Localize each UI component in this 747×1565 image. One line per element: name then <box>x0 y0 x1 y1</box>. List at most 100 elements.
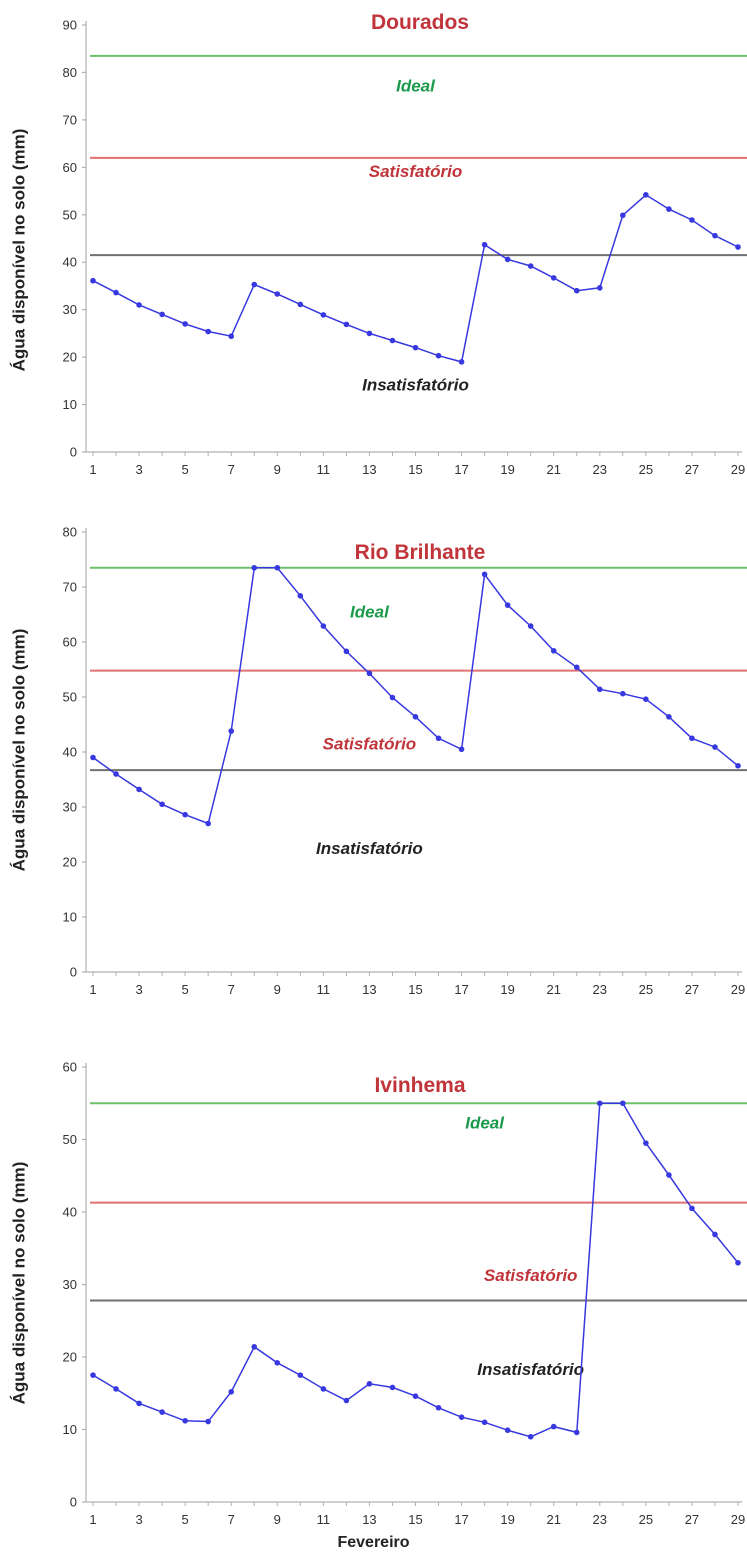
data-point <box>712 1231 718 1238</box>
x-tick-label: 23 <box>593 982 607 995</box>
y-tick-label: 20 <box>63 855 77 870</box>
x-tick-label: 29 <box>731 462 745 475</box>
y-tick-label: 50 <box>63 690 77 705</box>
x-tick-label: 1 <box>89 462 96 475</box>
x-tick-label: 3 <box>135 982 142 995</box>
x-tick-label: 21 <box>546 462 560 475</box>
x-tick-label: 7 <box>228 982 235 995</box>
data-point <box>320 623 327 629</box>
x-tick-label: 29 <box>731 1512 745 1527</box>
y-axis-label: Água disponível no solo (mm) <box>4 530 34 970</box>
y-tick-label: 70 <box>63 580 77 595</box>
y-tick-label: 0 <box>70 445 77 460</box>
data-point <box>689 735 695 742</box>
x-tick-label: 11 <box>317 1512 331 1527</box>
y-axis-label: Água disponível no solo (mm) <box>4 30 34 470</box>
data-point <box>481 571 488 578</box>
x-tick-label: 13 <box>362 982 376 995</box>
x-tick-label: 5 <box>182 982 189 995</box>
y-axis-label-text: Água disponível no solo (mm) <box>9 128 29 372</box>
data-point <box>481 241 488 248</box>
data-point <box>435 1404 442 1411</box>
data-point <box>205 1418 211 1425</box>
data-point <box>274 1360 281 1366</box>
data-point <box>481 1419 488 1426</box>
data-point <box>274 291 281 297</box>
data-point <box>643 192 649 198</box>
data-point <box>136 786 142 793</box>
data-point <box>689 1205 695 1212</box>
data-point <box>136 1400 142 1407</box>
data-point <box>274 564 281 571</box>
x-tick-label: 3 <box>135 462 142 475</box>
x-tick-label: 25 <box>639 982 653 995</box>
data-point <box>573 287 580 294</box>
data-point <box>504 602 511 608</box>
x-tick-label: 19 <box>500 1512 514 1527</box>
x-tick-label: 17 <box>454 982 468 995</box>
x-tick-label: 1 <box>89 982 96 995</box>
data-point <box>527 623 534 629</box>
x-tick-label: 5 <box>182 462 189 475</box>
data-point <box>550 1423 557 1430</box>
series-line <box>92 193 739 363</box>
y-tick-label: 60 <box>63 1060 77 1075</box>
data-point <box>666 1172 672 1178</box>
data-point <box>435 352 442 359</box>
data-point <box>297 593 304 599</box>
threshold-label-satisfactory: Satisfatório <box>484 1266 578 1285</box>
x-tick-label: 13 <box>362 1512 376 1527</box>
data-point <box>643 1140 649 1146</box>
y-tick-label: 10 <box>63 910 77 925</box>
data-point <box>251 1344 258 1350</box>
data-point <box>228 333 235 340</box>
x-tick-label: 23 <box>593 462 607 475</box>
data-point <box>366 670 373 677</box>
data-point <box>320 1386 327 1392</box>
data-point <box>205 820 211 827</box>
x-tick-label: 3 <box>135 1512 142 1527</box>
data-point <box>113 1386 119 1392</box>
y-tick-label: 80 <box>63 525 77 540</box>
y-tick-label: 90 <box>63 18 77 33</box>
data-point <box>735 244 741 250</box>
y-tick-label: 0 <box>70 1495 77 1510</box>
threshold-label-ideal: Ideal <box>350 602 390 621</box>
x-tick-label: 27 <box>685 1512 699 1527</box>
chart-title: Rio Brilhante <box>355 541 486 564</box>
x-tick-label: 29 <box>731 982 745 995</box>
x-tick-label: 15 <box>408 462 422 475</box>
x-tick-label: 21 <box>546 982 560 995</box>
data-point <box>320 312 327 318</box>
data-point <box>527 1433 534 1440</box>
x-tick-label: 27 <box>685 462 699 475</box>
threshold-label-unsatisfactory: Insatisfatório <box>362 375 469 394</box>
y-tick-label: 80 <box>63 65 77 80</box>
y-tick-label: 20 <box>63 1350 77 1365</box>
x-tick-label: 15 <box>408 1512 422 1527</box>
y-axis-label: Água disponível no solo (mm) <box>4 1060 34 1505</box>
threshold-label-satisfactory: Satisfatório <box>323 734 417 753</box>
data-point <box>113 771 119 777</box>
data-point <box>343 1397 350 1404</box>
x-axis-label: Fevereiro <box>337 1534 410 1551</box>
series-line <box>92 1102 739 1438</box>
data-point <box>251 281 258 288</box>
data-point <box>735 762 741 769</box>
data-point <box>620 212 626 219</box>
data-point <box>113 289 119 296</box>
data-point <box>389 694 396 701</box>
data-point <box>343 648 350 655</box>
y-tick-label: 20 <box>63 350 77 365</box>
data-point <box>366 1381 373 1387</box>
threshold-label-ideal: Ideal <box>465 1114 505 1133</box>
y-tick-label: 30 <box>63 800 77 815</box>
data-point <box>596 1100 603 1107</box>
data-point <box>228 728 235 734</box>
x-tick-label: 13 <box>362 462 376 475</box>
data-point <box>504 256 511 263</box>
data-point <box>182 811 188 818</box>
y-axis-label-text: Água disponível no solo (mm) <box>9 1161 29 1404</box>
x-tick-label: 17 <box>454 462 468 475</box>
